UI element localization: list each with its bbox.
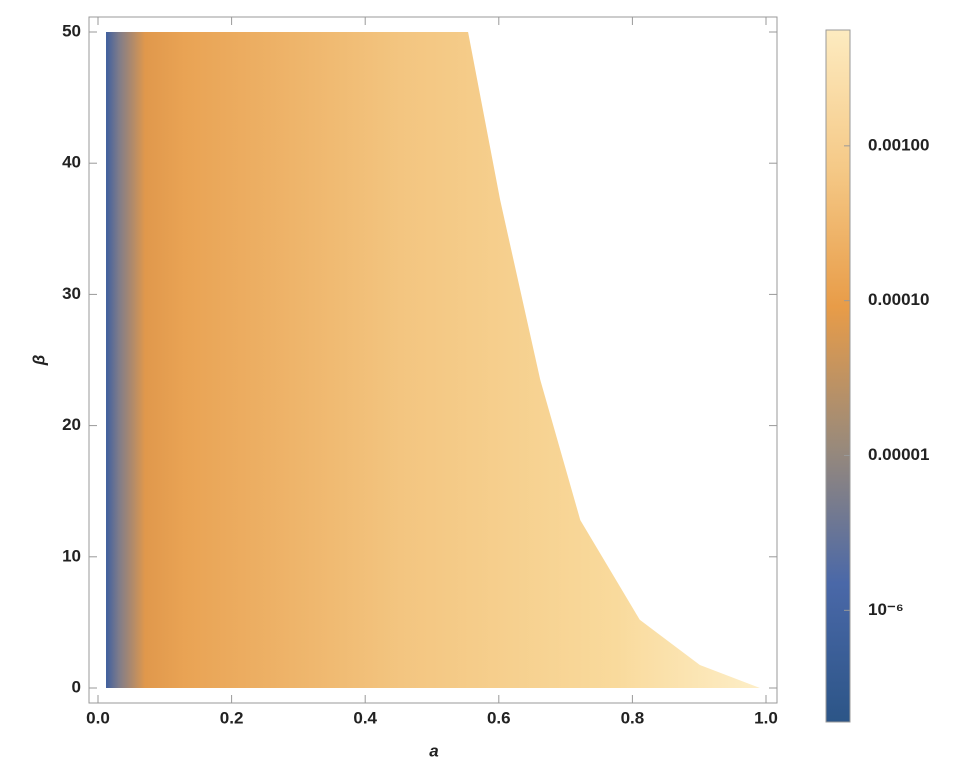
y-tick-label: 10: [62, 546, 81, 565]
density-region: [106, 32, 760, 688]
x-tick-label: 0.8: [621, 708, 645, 727]
y-tick-label: 20: [62, 415, 81, 434]
x-tick-label: 0.2: [220, 708, 244, 727]
y-tick-label: 30: [62, 284, 81, 303]
colorbar-tick-label: 0.00010: [868, 290, 929, 309]
x-axis-label: a: [429, 741, 438, 760]
y-tick-label: 50: [62, 21, 81, 40]
y-tick-label: 40: [62, 153, 81, 172]
x-tick-label: 0.4: [353, 708, 377, 727]
colorbar: [825, 29, 851, 723]
x-tick-label: 0.6: [487, 708, 511, 727]
colorbar-tick-label: 0.00001: [868, 445, 929, 464]
plot-frame: [88, 16, 778, 704]
colorbar-tick-label: 10⁻⁶: [868, 600, 904, 619]
y-axis-label: β: [29, 355, 48, 367]
x-tick-label: 0.0: [86, 708, 110, 727]
colorbar-tick-label: 0.00100: [868, 135, 929, 154]
x-tick-label: 1.0: [754, 708, 778, 727]
y-tick-label: 0: [72, 677, 81, 696]
